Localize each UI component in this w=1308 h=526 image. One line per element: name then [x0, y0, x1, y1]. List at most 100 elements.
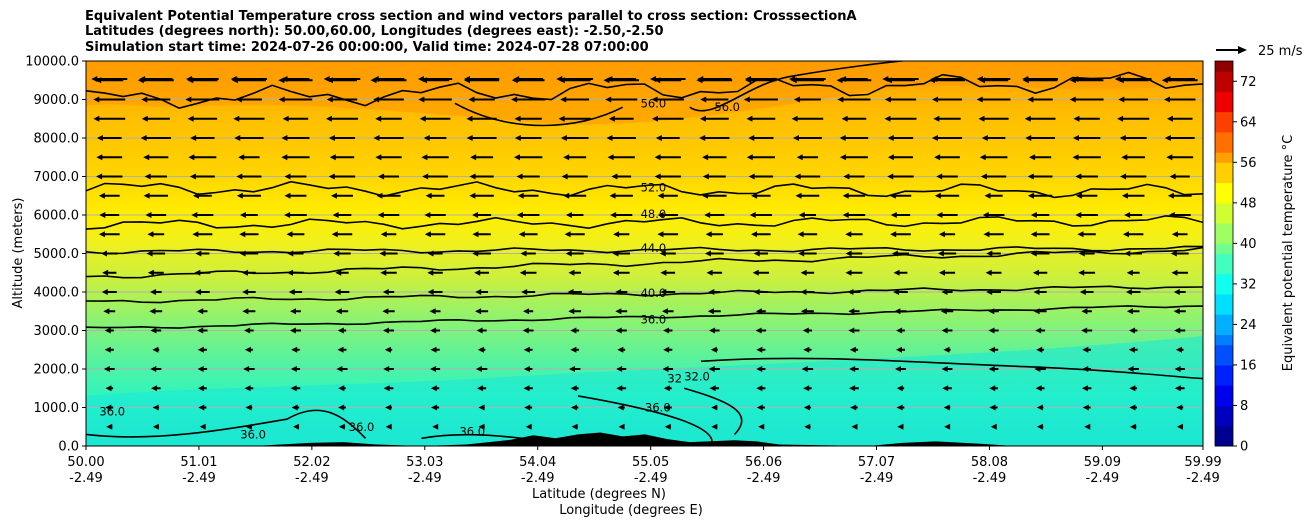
vector-group	[91, 76, 1198, 430]
wind-vector	[986, 250, 1001, 257]
colorbar-band	[1215, 121, 1233, 133]
wind-vector-head	[884, 96, 891, 103]
wind-vector	[756, 404, 765, 411]
wind-vector-head	[291, 346, 298, 353]
wind-vector-head	[105, 385, 112, 392]
wind-vector	[1128, 346, 1138, 353]
wind-vector-head	[616, 385, 623, 392]
wind-vector-head	[1078, 269, 1085, 276]
wind-vector	[611, 173, 632, 180]
wind-vector-head	[99, 212, 106, 218]
wind-vector	[151, 385, 161, 392]
wind-vector	[1114, 76, 1152, 82]
wind-vector-head	[472, 212, 479, 218]
wind-vector-head	[289, 327, 296, 334]
wind-vector	[608, 115, 634, 122]
wind-vector	[1122, 231, 1144, 238]
wind-vector-head	[1121, 154, 1128, 161]
wind-vector-head	[887, 154, 894, 161]
wind-vector	[890, 212, 911, 218]
wind-vector	[699, 135, 730, 141]
wind-vector-head	[238, 154, 245, 161]
wind-vector	[567, 289, 582, 295]
wind-vector	[521, 289, 536, 295]
wind-vector-head	[755, 327, 762, 334]
wind-vector	[430, 366, 441, 372]
wind-vector-head	[803, 385, 810, 392]
wind-vector-head	[1082, 404, 1089, 411]
wind-vector	[617, 346, 626, 353]
wind-vector-head	[758, 423, 765, 430]
wind-vector	[941, 289, 953, 295]
wind-vector-head	[1024, 115, 1031, 122]
wind-vector-head	[469, 173, 476, 180]
wind-vector-head	[1176, 404, 1183, 411]
wind-vector	[239, 250, 259, 257]
wind-vector	[284, 192, 307, 199]
contour-line	[86, 245, 1203, 255]
wind-vector	[291, 404, 300, 411]
wind-vector	[699, 115, 729, 122]
wind-vector-head	[1036, 404, 1043, 411]
wind-vector	[192, 231, 213, 238]
wind-vector-head	[942, 385, 949, 392]
wind-vector-head	[1032, 269, 1039, 276]
wind-vector	[796, 154, 819, 161]
wind-vector-head	[849, 346, 856, 353]
wind-vector	[425, 192, 445, 199]
wind-vector	[708, 289, 721, 295]
wind-vector	[1174, 385, 1185, 392]
colorbar-band	[1215, 61, 1233, 72]
wind-vector	[610, 212, 633, 218]
wind-vector	[845, 250, 863, 257]
wind-vector-head	[475, 366, 482, 372]
wind-vector	[839, 135, 869, 141]
y-tick-label: 8000.0	[34, 132, 80, 147]
wind-vector-head	[293, 423, 300, 430]
wind-vector-head	[197, 385, 204, 392]
colorbar-tick-label: 48	[1240, 196, 1257, 211]
wind-vector-head	[610, 212, 617, 218]
wind-vector-head	[288, 289, 295, 295]
wind-vector-head	[944, 423, 951, 430]
wind-vector	[654, 173, 681, 180]
colorbar-band	[1215, 395, 1233, 406]
wind-vector	[333, 250, 351, 257]
wind-vector-head	[1036, 423, 1043, 430]
wind-vector	[565, 212, 584, 218]
wind-vector	[793, 135, 822, 141]
wind-vector	[199, 423, 206, 430]
wind-vector	[188, 154, 217, 161]
wind-vector	[293, 423, 300, 430]
wind-vector	[616, 366, 627, 372]
wind-vector	[616, 385, 627, 392]
wind-vector-head	[423, 135, 430, 141]
wind-vector-head	[331, 231, 338, 238]
wind-vector	[236, 192, 261, 199]
wind-vector-head	[239, 250, 246, 257]
wind-vector	[756, 346, 766, 353]
wind-vector	[1126, 269, 1140, 276]
x-tick-label-lon: -2.49	[182, 471, 216, 486]
wind-vector-head	[106, 423, 113, 430]
contour-label: 36.0	[459, 424, 485, 438]
wind-vector	[615, 308, 628, 315]
wind-vector	[755, 327, 767, 334]
wind-vector-head	[561, 173, 568, 180]
wind-vector-head	[798, 212, 805, 218]
contour-label: 36.0	[99, 404, 125, 418]
wind-vector	[152, 346, 160, 353]
wind-vector-head	[895, 346, 902, 353]
wind-vector-head	[192, 192, 199, 199]
wind-vector-head	[334, 289, 341, 295]
wind-vector	[1072, 76, 1102, 82]
wind-vector-head	[338, 404, 345, 411]
wind-vector-head	[795, 192, 802, 199]
wind-vector	[191, 212, 214, 218]
wind-vector-head	[1174, 366, 1181, 372]
wind-vector-head	[1173, 308, 1180, 315]
colorbar-tick-label: 16	[1240, 358, 1257, 373]
wind-vector-head	[377, 212, 384, 218]
colorbar-band	[1215, 354, 1233, 366]
wind-vector-head	[192, 231, 199, 238]
